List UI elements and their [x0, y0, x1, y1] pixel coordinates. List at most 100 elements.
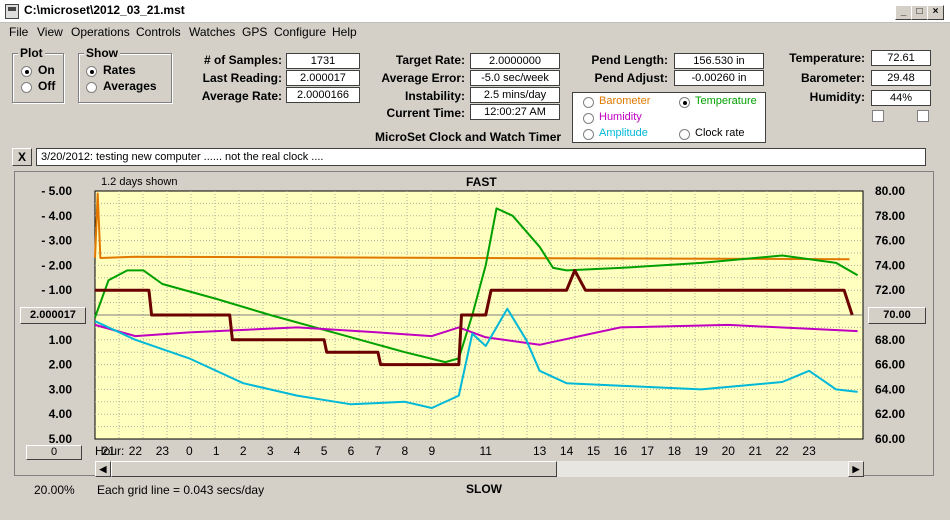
hour-tick-label: 22 [129, 444, 143, 458]
left-tick-label: - 3.00 [41, 234, 72, 248]
menu-bar: File View Operations Controls Watches GP… [0, 24, 950, 42]
checkbox-left[interactable] [872, 110, 884, 122]
left-bottom-button[interactable]: 0 [26, 445, 82, 460]
right-tick-label: 72.00 [875, 283, 905, 297]
hour-tick-label: 0 [186, 444, 193, 458]
series-barometer [94, 192, 850, 261]
left-tick-label: 5.00 [49, 432, 73, 446]
humidity-label: Humidity: [809, 90, 865, 104]
temperature-field: 72.61 [871, 50, 931, 66]
last-reading-field: 2.000017 [286, 70, 360, 86]
show-group [78, 53, 172, 103]
menu-help[interactable]: Help [332, 25, 357, 39]
menu-view[interactable]: View [37, 25, 63, 39]
menu-controls[interactable]: Controls [136, 25, 181, 39]
samples-field: 1731 [286, 53, 360, 69]
hour-tick-label: 6 [348, 444, 355, 458]
average-rate-field: 2.0000166 [286, 87, 360, 103]
clock-rate-radio[interactable] [679, 129, 690, 140]
grid-note: Each grid line = 0.043 secs/day [97, 483, 265, 497]
hour-tick-label: 9 [428, 444, 435, 458]
hour-tick-label: 23 [802, 444, 816, 458]
barometer-radio[interactable] [583, 97, 594, 108]
hour-tick-label: 1 [213, 444, 220, 458]
hour-tick-label: 13 [533, 444, 547, 458]
hour-tick-label: 20 [722, 444, 736, 458]
series-clock-rate [95, 268, 854, 367]
temperature-label: Temperature: [789, 51, 865, 65]
right-tick-label: 60.00 [875, 432, 905, 446]
show-averages-radio[interactable] [86, 82, 97, 93]
note-field[interactable]: 3/20/2012: testing new computer ...... n… [36, 148, 926, 166]
title-bar: C:\microset\2012_03_21.mst _ □ × [0, 0, 950, 23]
menu-configure[interactable]: Configure [274, 25, 327, 39]
plot-on-radio[interactable] [21, 66, 32, 77]
target-rate-field: 2.0000000 [470, 53, 560, 69]
menu-operations[interactable]: Operations [71, 25, 130, 39]
app-icon [5, 4, 19, 19]
series-temperature [94, 207, 859, 364]
hour-tick-label: 19 [695, 444, 709, 458]
left-center-button[interactable]: 2.000017 [20, 307, 86, 324]
checkbox-right[interactable] [917, 110, 929, 122]
hour-axis: Hour:21 22 23 0 1 2 3 4 5 6 7 8 9 11 13 14 15 16 17 18 19 20 2… [95, 444, 816, 458]
show-group-label: Show [84, 46, 120, 60]
current-time-field: 12:00:27 AM [470, 104, 560, 120]
right-tick-label: 68.00 [875, 333, 905, 347]
hour-tick-label: 17 [641, 444, 655, 458]
temperature-option: Temperature [695, 95, 757, 107]
menu-watches[interactable]: Watches [189, 25, 236, 39]
hour-tick-label: 3 [267, 444, 274, 458]
temperature-radio[interactable] [679, 97, 690, 108]
current-time-label: Current Time: [386, 106, 465, 120]
barometer-option: Barometer [599, 95, 651, 107]
hour-tick-label: 23 [156, 444, 170, 458]
left-tick-label: 4.00 [49, 407, 73, 421]
right-tick-label: 62.00 [875, 407, 905, 421]
window-title: C:\microset\2012_03_21.mst [24, 3, 185, 17]
days-shown-label: 1.2 days shown [101, 176, 178, 188]
amplitude-option: Amplitude [599, 127, 648, 139]
target-rate-label: Target Rate: [395, 53, 465, 67]
menu-file[interactable]: File [9, 25, 29, 39]
pend-length-field: 156.530 in [674, 53, 764, 69]
close-button[interactable]: × [927, 5, 944, 20]
right-tick-label: 78.00 [875, 209, 905, 223]
show-averages-label: Averages [103, 79, 157, 93]
left-tick-label: - 4.00 [41, 209, 72, 223]
note-close-button[interactable]: X [12, 148, 32, 166]
humidity-field: 44% [871, 90, 931, 106]
sensor-selector [572, 92, 766, 143]
barometer-field: 29.48 [871, 70, 931, 86]
left-axis: - 5.00 - 4.00 - 3.00 - 2.00 - 1.00 1.00 2.00 3.… [41, 184, 72, 446]
series-humidity [94, 323, 858, 346]
hour-tick-label: 16 [614, 444, 628, 458]
right-axis: 80.00 78.00 76.00 74.00 72.00 68.00 66.00 64.00… [875, 184, 905, 446]
hour-tick-label: 11 [480, 444, 493, 458]
scroll-left-arrow[interactable]: ◀ [95, 461, 111, 477]
samples-label: # of Samples: [203, 53, 282, 67]
hour-tick-label: 18 [668, 444, 682, 458]
humidity-radio[interactable] [583, 113, 594, 124]
left-tick-label: - 1.00 [41, 283, 72, 297]
left-tick-label: - 2.00 [41, 258, 72, 272]
zoom-label: 20.00% [34, 483, 75, 497]
hour-tick-label: 7 [375, 444, 382, 458]
show-rates-radio[interactable] [86, 66, 97, 77]
app-caption: MicroSet Clock and Watch Timer [375, 130, 562, 144]
pend-length-label: Pend Length: [591, 53, 668, 67]
hour-tick-label: 2 [240, 444, 247, 458]
humidity-option: Humidity [599, 111, 642, 123]
hour-tick-label: 4 [294, 444, 301, 458]
amplitude-radio[interactable] [583, 129, 594, 140]
scroll-thumb[interactable] [111, 461, 557, 477]
right-center-button[interactable]: 70.00 [868, 307, 926, 324]
instability-field: 2.5 mins/day [470, 87, 560, 103]
scroll-right-arrow[interactable]: ▶ [848, 461, 864, 477]
left-tick-label: 2.00 [49, 358, 73, 372]
clock-rate-option: Clock rate [695, 127, 745, 139]
average-error-label: Average Error: [381, 71, 465, 85]
menu-gps[interactable]: GPS [242, 25, 268, 39]
plot-off-radio[interactable] [21, 82, 32, 93]
series-amplitude [94, 307, 858, 409]
